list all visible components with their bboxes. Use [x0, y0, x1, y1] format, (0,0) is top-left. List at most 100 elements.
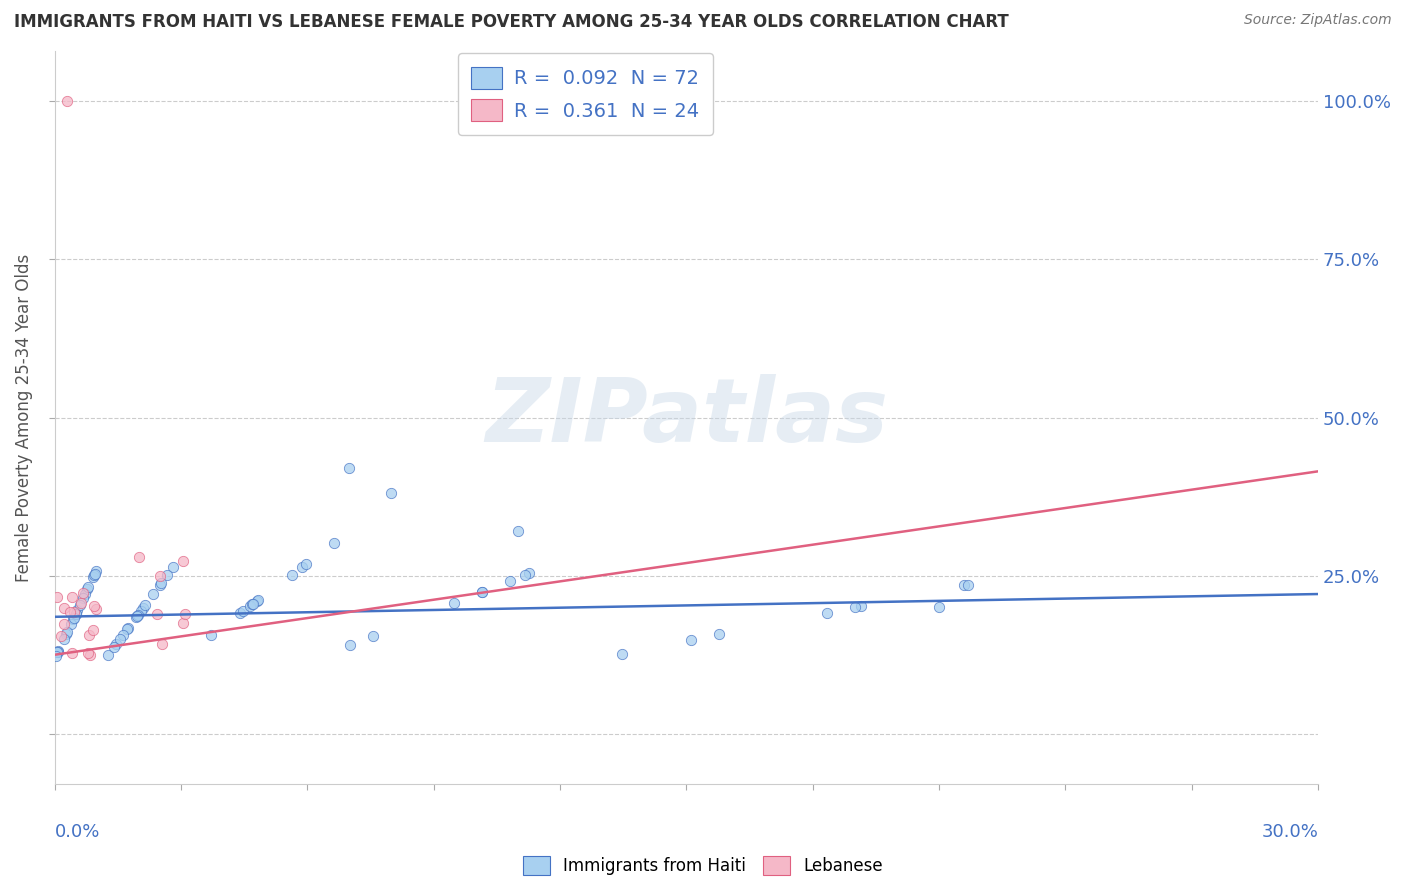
Point	[280, 567, 302, 582]
Point	[55, 625, 77, 640]
Point	[149, 568, 172, 582]
Point	[60, 646, 83, 660]
Text: 0.0%: 0.0%	[55, 823, 100, 841]
Point	[129, 604, 152, 618]
Point	[76, 582, 98, 596]
Point	[953, 578, 976, 592]
Point	[337, 461, 360, 475]
Point	[517, 566, 540, 581]
Point	[83, 566, 105, 581]
Point	[242, 597, 264, 611]
Point	[125, 609, 148, 624]
Point	[149, 578, 172, 592]
Point	[97, 648, 120, 663]
Point	[849, 599, 872, 613]
Point	[70, 596, 93, 610]
Point	[83, 568, 105, 582]
Point	[125, 610, 148, 624]
Point	[172, 554, 194, 568]
Legend: Immigrants from Haiti, Lebanese: Immigrants from Haiti, Lebanese	[515, 847, 891, 884]
Text: ZIPatlas: ZIPatlas	[485, 374, 887, 461]
Point	[156, 568, 179, 582]
Point	[128, 549, 150, 564]
Point	[150, 637, 173, 651]
Point	[83, 599, 105, 614]
Point	[77, 580, 100, 594]
Point	[200, 628, 222, 642]
Point	[443, 596, 465, 610]
Text: IMMIGRANTS FROM HAITI VS LEBANESE FEMALE POVERTY AMONG 25-34 YEAR OLDS CORRELATI: IMMIGRANTS FROM HAITI VS LEBANESE FEMALE…	[14, 13, 1010, 31]
Point	[815, 606, 838, 620]
Point	[59, 605, 82, 619]
Point	[62, 612, 84, 626]
Point	[60, 591, 83, 605]
Point	[132, 601, 155, 615]
Point	[928, 600, 950, 615]
Point	[681, 633, 703, 648]
Point	[380, 486, 402, 500]
Point	[77, 647, 100, 661]
Point	[239, 599, 262, 613]
Point	[173, 607, 195, 622]
Point	[62, 611, 84, 625]
Point	[46, 644, 69, 658]
Point	[108, 632, 131, 647]
Point	[84, 564, 107, 578]
Legend: R =  0.092  N = 72, R =  0.361  N = 24: R = 0.092 N = 72, R = 0.361 N = 24	[458, 53, 713, 135]
Point	[515, 567, 537, 582]
Point	[162, 560, 184, 574]
Point	[66, 603, 89, 617]
Point	[56, 95, 79, 109]
Point	[55, 627, 77, 641]
Point	[117, 621, 139, 635]
Point	[84, 602, 107, 616]
Point	[79, 648, 101, 663]
Point	[232, 604, 254, 618]
Point	[134, 599, 156, 613]
Point	[117, 622, 139, 636]
Point	[103, 640, 125, 655]
Point	[46, 644, 69, 658]
Point	[46, 645, 69, 659]
Point	[63, 605, 86, 619]
Point	[73, 587, 96, 601]
Point	[72, 591, 94, 605]
Point	[291, 560, 314, 574]
Point	[470, 585, 492, 599]
Point	[82, 570, 104, 584]
Point	[53, 617, 76, 632]
Point	[77, 628, 100, 642]
Point	[82, 623, 104, 637]
Point	[112, 628, 135, 642]
Point	[361, 629, 384, 643]
Point	[506, 524, 529, 539]
Point	[127, 607, 149, 622]
Point	[142, 587, 165, 601]
Point	[709, 627, 731, 641]
Point	[246, 593, 269, 607]
Point	[45, 648, 67, 663]
Point	[612, 647, 634, 661]
Point	[294, 557, 316, 571]
Point	[53, 601, 76, 615]
Point	[145, 607, 167, 621]
Point	[247, 592, 270, 607]
Point	[69, 598, 91, 612]
Point	[322, 536, 344, 550]
Point	[956, 577, 979, 591]
Point	[471, 585, 494, 599]
Text: 30.0%: 30.0%	[1261, 823, 1319, 841]
Point	[229, 607, 252, 621]
Text: Source: ZipAtlas.com: Source: ZipAtlas.com	[1244, 13, 1392, 28]
Point	[105, 637, 128, 651]
Point	[499, 574, 522, 588]
Point	[339, 638, 361, 652]
Point	[72, 586, 94, 600]
Point	[65, 607, 87, 621]
Point	[240, 598, 263, 612]
Y-axis label: Female Poverty Among 25-34 Year Olds: Female Poverty Among 25-34 Year Olds	[15, 253, 32, 582]
Point	[49, 629, 72, 643]
Point	[150, 576, 173, 591]
Point	[65, 607, 87, 621]
Point	[59, 617, 82, 632]
